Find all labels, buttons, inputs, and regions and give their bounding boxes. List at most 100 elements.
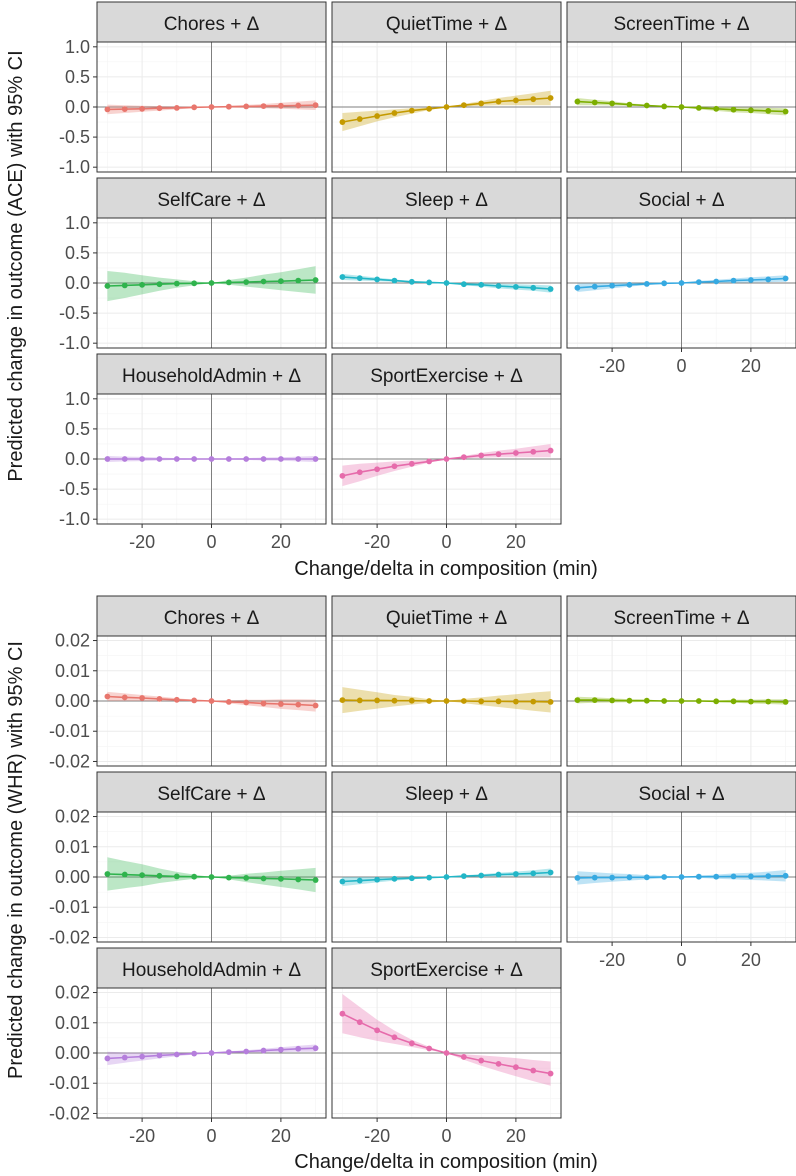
data-point xyxy=(374,466,381,473)
data-point xyxy=(530,870,537,877)
data-point xyxy=(374,697,381,704)
data-point xyxy=(243,699,250,706)
data-point xyxy=(626,697,633,704)
data-point xyxy=(495,451,502,458)
data-point xyxy=(243,456,250,462)
data-point xyxy=(243,1048,250,1055)
x-tick-label: 20 xyxy=(271,532,291,552)
y-tick-label: -0.02 xyxy=(49,1103,90,1123)
data-point xyxy=(104,693,111,700)
data-point xyxy=(295,277,302,284)
data-point xyxy=(643,281,650,287)
data-point xyxy=(277,102,284,109)
x-tick-label: -20 xyxy=(599,356,625,376)
x-tick-label: 20 xyxy=(506,1126,526,1146)
data-point xyxy=(339,878,346,885)
ci-band xyxy=(107,100,316,115)
data-point xyxy=(173,696,180,703)
data-point xyxy=(243,875,250,881)
data-point xyxy=(661,874,668,880)
data-point xyxy=(782,108,789,115)
data-point xyxy=(191,280,198,287)
x-tick-label: 20 xyxy=(741,950,761,970)
x-tick-label: 0 xyxy=(676,950,686,970)
facet-strip xyxy=(331,177,562,219)
data-point xyxy=(243,279,250,285)
data-point xyxy=(208,104,215,110)
data-point xyxy=(478,281,485,288)
data-point xyxy=(339,1010,346,1017)
figure-whr: Chores + Δ -0.02 -0.01 0.00 0.01 0.02 QuietTim… xyxy=(5,595,796,1173)
data-point xyxy=(643,874,650,881)
panel-frame xyxy=(566,635,796,767)
data-point xyxy=(139,281,146,288)
data-point xyxy=(512,871,519,877)
data-point xyxy=(460,698,467,704)
data-point xyxy=(695,698,702,704)
figure-ace: Chores + Δ -1.0 -0.5 0.0 0.5 1.0 QuietTime + Δ… xyxy=(5,1,796,580)
y-tick-label: 0.5 xyxy=(65,419,90,439)
data-point xyxy=(512,284,519,290)
data-point xyxy=(443,1050,450,1056)
data-point xyxy=(225,279,232,286)
x-tick-label: 0 xyxy=(676,356,686,376)
x-axis-title: Change/delta in composition (min) xyxy=(294,1151,598,1173)
data-point xyxy=(391,463,398,470)
data-point xyxy=(547,699,554,705)
y-tick-label: -0.01 xyxy=(49,1073,90,1093)
data-point xyxy=(695,873,702,880)
facet-strip xyxy=(566,771,796,813)
data-point xyxy=(426,698,433,704)
facet-panel: Social + Δ -20 0 20 xyxy=(566,771,796,970)
y-tick-label: 0.01 xyxy=(55,1013,90,1033)
x-axis-title: Change/delta in composition (min) xyxy=(294,558,598,580)
data-point xyxy=(426,874,433,881)
data-point xyxy=(591,874,598,881)
data-point xyxy=(156,1052,163,1059)
facet-strip xyxy=(331,595,562,637)
x-tick-label: -20 xyxy=(364,1126,390,1146)
data-point xyxy=(609,874,616,881)
data-point xyxy=(661,698,668,704)
ci-band xyxy=(107,266,316,302)
data-point xyxy=(512,698,519,705)
y-tick-label: 0.00 xyxy=(55,691,90,711)
data-point xyxy=(765,873,772,879)
data-point xyxy=(156,695,163,702)
facet-label: SelfCare + Δ xyxy=(157,190,266,211)
data-point xyxy=(426,458,433,465)
facet-label: HouseholdAdmin + Δ xyxy=(122,960,301,981)
data-point xyxy=(443,104,450,110)
data-point xyxy=(295,701,302,708)
y-tick-label: 0.02 xyxy=(55,983,90,1003)
data-point xyxy=(139,1053,146,1060)
data-point xyxy=(260,1047,267,1054)
facet-label: Sleep + Δ xyxy=(405,190,488,211)
data-point xyxy=(695,279,702,285)
y-tick-label: 0.0 xyxy=(65,273,90,293)
x-tick-label: -20 xyxy=(364,532,390,552)
data-point xyxy=(277,701,284,707)
data-point xyxy=(478,452,485,459)
data-point xyxy=(591,283,598,290)
facet-panel: QuietTime + Δ xyxy=(331,595,562,767)
y-tick-label: -1.0 xyxy=(59,157,90,177)
data-point xyxy=(208,874,215,880)
x-tick-label: 0 xyxy=(206,1126,216,1146)
data-point xyxy=(121,456,128,462)
facet-panel: SportExercise + Δ -20 0 20 xyxy=(331,947,562,1146)
data-point xyxy=(765,108,772,114)
data-point xyxy=(495,871,502,878)
data-point xyxy=(374,1027,381,1034)
data-point xyxy=(426,105,433,112)
data-point xyxy=(408,697,415,704)
data-point xyxy=(391,277,398,284)
facet-label: Social + Δ xyxy=(638,190,724,211)
facet-label: ScreenTime + Δ xyxy=(613,608,749,629)
data-point xyxy=(339,119,346,125)
data-point xyxy=(782,275,789,282)
data-point xyxy=(374,113,381,119)
data-point xyxy=(443,874,450,880)
data-point xyxy=(713,278,720,285)
data-point xyxy=(643,102,650,109)
